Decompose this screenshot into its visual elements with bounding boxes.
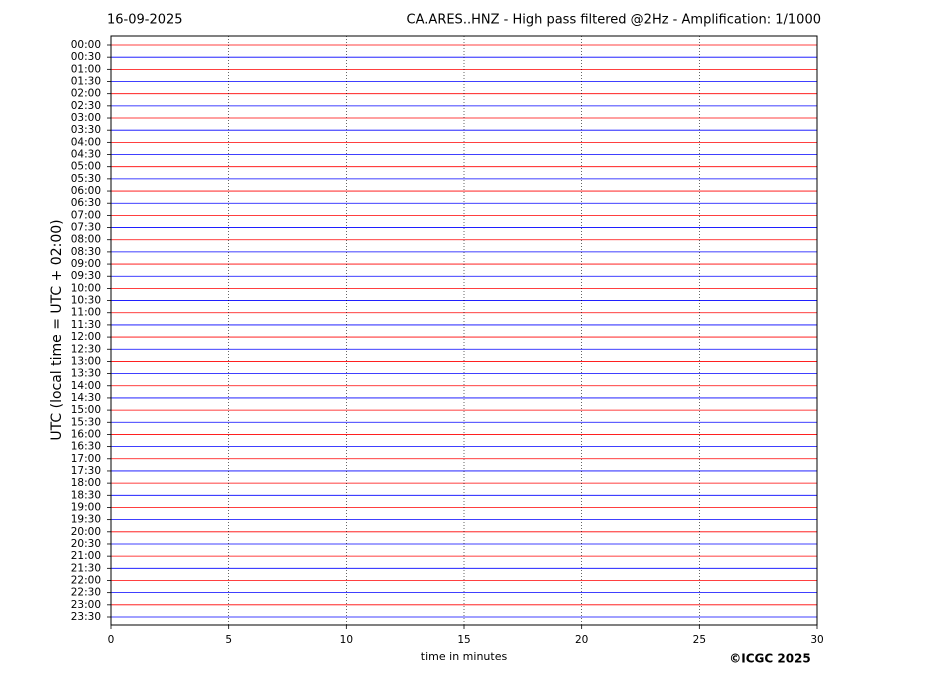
y-tick-label: 03:00 [71, 112, 101, 124]
x-tick-label: 0 [108, 634, 115, 646]
y-tick-label: 19:30 [71, 514, 101, 526]
y-tick-label: 15:00 [71, 404, 101, 416]
y-tick-label: 05:00 [71, 161, 101, 173]
y-tick-label: 08:30 [71, 246, 101, 258]
y-tick-label: 14:30 [71, 392, 101, 404]
x-tick-label: 30 [810, 634, 823, 646]
y-tick-label: 05:30 [71, 173, 101, 185]
y-tick-label: 21:00 [71, 550, 101, 562]
y-tick-label: 16:30 [71, 441, 101, 453]
y-tick-label: 22:30 [71, 587, 101, 599]
y-tick-label: 06:30 [71, 197, 101, 209]
y-tick-label: 07:30 [71, 222, 101, 234]
y-tick-label: 12:30 [71, 343, 101, 355]
y-tick-label: 20:30 [71, 538, 101, 550]
credit: ©ICGC 2025 [729, 652, 811, 666]
x-axis-label: time in minutes [421, 650, 508, 663]
y-tick-label: 19:00 [71, 501, 101, 513]
y-tick-label: 21:30 [71, 562, 101, 574]
y-tick-label: 08:00 [71, 234, 101, 246]
y-tick-label: 17:30 [71, 465, 101, 477]
y-axis-label: UTC (local time = UTC + 02:00) [49, 219, 65, 440]
y-tick-label: 18:00 [71, 477, 101, 489]
y-tick-label: 11:30 [71, 319, 101, 331]
y-tick-label: 00:00 [71, 39, 101, 51]
y-tick-label: 11:00 [71, 307, 101, 319]
y-tick-label: 10:30 [71, 295, 101, 307]
x-tick-label: 15 [457, 634, 470, 646]
y-tick-label: 23:00 [71, 599, 101, 611]
y-tick-label: 00:30 [71, 51, 101, 63]
y-tick-label: 06:00 [71, 185, 101, 197]
chart-date: 16-09-2025 [107, 13, 183, 28]
y-tick-label: 15:30 [71, 416, 101, 428]
x-tick-label: 20 [575, 634, 588, 646]
y-tick-label: 03:30 [71, 124, 101, 136]
y-tick-label: 16:00 [71, 428, 101, 440]
y-tick-label: 18:30 [71, 489, 101, 501]
y-tick-label: 22:00 [71, 574, 101, 586]
y-tick-label: 17:00 [71, 453, 101, 465]
x-tick-label: 25 [693, 634, 706, 646]
y-tick-label: 07:00 [71, 209, 101, 221]
y-tick-label: 04:30 [71, 149, 101, 161]
y-tick-label: 01:00 [71, 63, 101, 75]
y-tick-label: 02:00 [71, 88, 101, 100]
chart-title: CA.ARES..HNZ - High pass filtered @2Hz -… [407, 13, 821, 28]
y-tick-label: 09:30 [71, 270, 101, 282]
plot-frame [110, 35, 818, 626]
y-tick-label: 10:00 [71, 282, 101, 294]
y-tick-label: 23:30 [71, 611, 101, 623]
y-tick-label: 14:00 [71, 380, 101, 392]
y-tick-label: 02:30 [71, 100, 101, 112]
y-tick-label: 01:30 [71, 76, 101, 88]
y-tick-label: 13:00 [71, 355, 101, 367]
y-tick-label: 04:00 [71, 136, 101, 148]
x-tick-label: 10 [340, 634, 353, 646]
y-tick-label: 20:00 [71, 526, 101, 538]
y-tick-label: 12:00 [71, 331, 101, 343]
y-tick-label: 13:30 [71, 368, 101, 380]
y-tick-label: 09:00 [71, 258, 101, 270]
x-tick-label: 5 [225, 634, 232, 646]
